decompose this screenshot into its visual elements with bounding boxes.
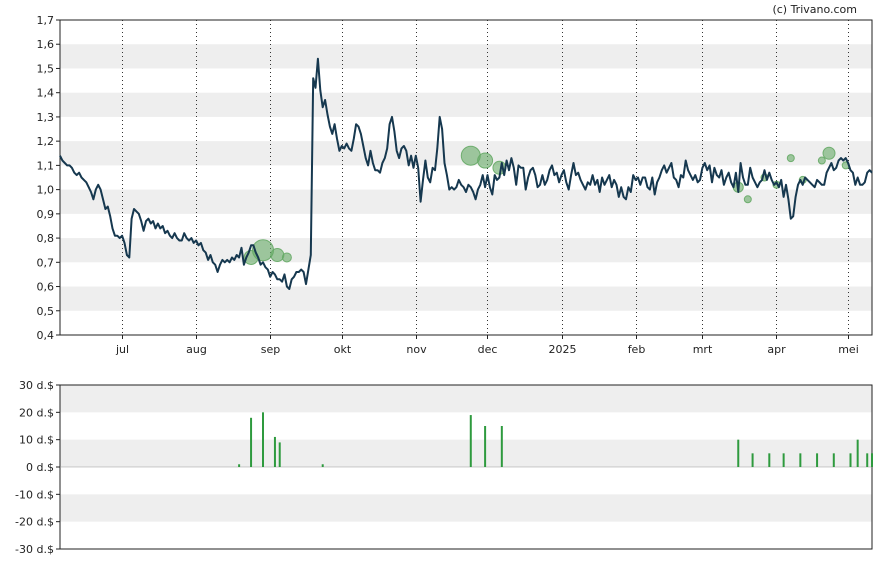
price-x-tick-label: mei <box>838 343 859 356</box>
price-x-tick-label: mrt <box>693 343 713 356</box>
price-y-tick-label: 1,5 <box>37 62 55 75</box>
volume-bar <box>816 453 819 467</box>
price-y-tick-label: 1,6 <box>37 38 55 51</box>
price-x-tick-label: apr <box>767 343 786 356</box>
volume-bar <box>799 453 802 467</box>
price-chart-frame <box>59 19 873 336</box>
volume-bar <box>768 453 771 467</box>
price-band <box>60 286 872 311</box>
price-x-tick-label: 2025 <box>549 343 577 356</box>
price-y-tick-label: 0,6 <box>37 281 55 294</box>
volume-y-tick-label: 0 d.$ <box>26 461 54 474</box>
volume-y-tick-label: -20 d.$ <box>15 516 54 529</box>
volume-bubble <box>822 146 836 160</box>
price-y-tick-label: 1,7 <box>37 14 55 27</box>
volume-bar <box>737 439 740 467</box>
volume-bar <box>238 464 241 467</box>
price-band <box>60 238 872 263</box>
volume-chart-bands <box>60 385 872 522</box>
volume-bar <box>469 415 472 467</box>
volume-bar <box>832 453 835 467</box>
price-x-tick-label: okt <box>334 343 352 356</box>
price-y-tick-label: 0,5 <box>37 305 55 318</box>
price-y-tick-label: 1,3 <box>37 111 55 124</box>
price-y-tick-label: 1,2 <box>37 135 55 148</box>
volume-bar <box>273 436 276 467</box>
volume-bar <box>278 442 281 467</box>
volume-bubble <box>281 252 292 263</box>
price-y-tick-label: 0,4 <box>37 329 55 342</box>
credit-label: (c) Trivano.com <box>772 3 857 16</box>
volume-bar <box>250 417 253 467</box>
price-x-tick-label: jul <box>115 343 129 356</box>
price-series-line <box>59 57 873 290</box>
price-y-tick-label: 1,1 <box>37 159 55 172</box>
volume-y-tick-label: 20 d.$ <box>19 406 54 419</box>
price-y-tick-label: 0,7 <box>37 256 55 269</box>
volume-y-tick-label: -30 d.$ <box>15 543 54 556</box>
volume-y-tick-label: 30 d.$ <box>19 379 54 392</box>
volume-bar <box>866 453 869 467</box>
price-band <box>60 92 872 117</box>
price-y-axis: 0,4 0,5 0,6 0,7 0,8 0,9 1,0 1,1 1,2 1,3 1,4 1,5 1,6 1… <box>37 14 60 342</box>
volume-band <box>60 494 872 522</box>
volume-bubble <box>817 156 826 165</box>
price-x-axis: jul aug sep okt nov dec 2025 feb mrt apr mei <box>115 335 859 356</box>
price-band <box>60 44 872 69</box>
volume-bar <box>484 426 487 467</box>
volume-bar <box>871 453 873 467</box>
price-x-tick-label: feb <box>628 343 646 356</box>
price-y-tick-label: 1,0 <box>37 184 55 197</box>
volume-bar <box>849 453 852 467</box>
volume-y-tick-label: 10 d.$ <box>19 434 54 447</box>
volume-bar <box>262 412 264 467</box>
price-band <box>60 189 872 214</box>
volume-bar <box>856 439 859 467</box>
price-y-tick-label: 0,8 <box>37 232 55 245</box>
volume-bars <box>238 412 873 467</box>
volume-bubble <box>270 248 285 263</box>
volume-band <box>60 439 872 467</box>
volume-bubbles <box>243 145 850 265</box>
volume-bar <box>751 453 754 467</box>
volume-bar <box>321 464 324 467</box>
price-x-tick-label: nov <box>406 343 427 356</box>
price-y-tick-label: 0,9 <box>37 208 55 221</box>
volume-bubble <box>743 195 752 204</box>
price-chart-bands <box>60 44 872 311</box>
price-x-tick-label: sep <box>261 343 280 356</box>
price-y-tick-label: 1,4 <box>37 87 55 100</box>
volume-band <box>60 385 872 413</box>
volume-bar <box>782 453 785 467</box>
price-x-tick-label: aug <box>186 343 207 356</box>
volume-y-tick-label: -10 d.$ <box>15 488 54 501</box>
price-chart-month-gridlines <box>122 20 849 335</box>
volume-bar <box>500 426 503 467</box>
volume-bubble <box>477 152 494 169</box>
price-x-tick-label: dec <box>478 343 498 356</box>
volume-bubble <box>786 154 795 163</box>
volume-y-axis: 30 d.$ 20 d.$ 10 d.$ 0 d.$ -10 d.$ -20 d.$ -30… <box>15 379 872 556</box>
